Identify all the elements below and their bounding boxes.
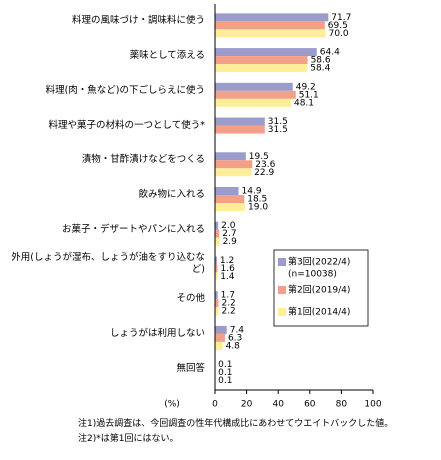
bar (215, 152, 246, 161)
bar (215, 64, 308, 73)
value-label: 0.1 (218, 360, 232, 370)
value-label: 2.2 (221, 299, 235, 309)
category-label: 無回答 (176, 362, 205, 374)
legend-swatch (278, 308, 286, 316)
category-label: 料理(肉・魚など)の下ごしらえに使う (45, 84, 205, 96)
bar (215, 221, 219, 230)
legend-swatch (278, 258, 286, 266)
legend-label: 第1回(2014/4) (288, 306, 350, 318)
value-label: 6.3 (228, 333, 242, 343)
bar (215, 256, 217, 265)
bar (215, 299, 219, 308)
bar (215, 264, 218, 273)
legend-box (273, 249, 369, 327)
value-label: 31.5 (268, 125, 288, 135)
bar (215, 272, 218, 281)
bar (215, 98, 291, 107)
bar (215, 168, 252, 177)
bar (215, 341, 223, 350)
category-label: 漬物・甘酢漬けなどをつくる (81, 154, 205, 166)
legend-label: 第2回(2019/4) (288, 284, 350, 296)
value-label: 1.7 (221, 291, 235, 301)
value-label: 0.1 (218, 376, 232, 386)
bar (215, 82, 293, 91)
category-label: お菓子・デザートやパンに入れる (62, 223, 205, 235)
bar (215, 229, 220, 238)
value-label: 2.9 (223, 237, 238, 247)
x-tick-label: 100 (364, 400, 381, 410)
value-label: 23.6 (255, 160, 275, 170)
category-label: 料理の風味づけ・調味料に使う (71, 15, 205, 27)
x-tick-label: 80 (336, 400, 348, 410)
bar (215, 13, 329, 22)
x-tick-label: 60 (304, 400, 316, 410)
bar (215, 29, 326, 38)
category-label: 飲み物に入れる (138, 189, 205, 200)
x-axis-label: (%) (164, 400, 180, 410)
value-label: 49.2 (296, 82, 316, 92)
value-label: 0.1 (218, 368, 232, 378)
bar (215, 21, 325, 30)
value-label: 31.5 (268, 117, 288, 127)
value-label: 22.9 (254, 168, 274, 178)
value-label: 2.7 (222, 229, 236, 239)
value-label: 69.5 (328, 21, 348, 31)
value-label: 51.1 (299, 90, 319, 100)
category-label: 外用(しょうが湿布、しょうが油をすり込むなど) (11, 252, 205, 276)
value-label: 58.6 (311, 56, 331, 66)
value-label: 71.7 (331, 13, 351, 23)
bar (215, 325, 227, 334)
category-label: 料理や菓子の材料の一つとして使う* (48, 119, 205, 131)
bar (215, 203, 246, 211)
value-label: 1.4 (220, 272, 235, 282)
value-label: 18.5 (247, 195, 267, 205)
category-label: その他 (176, 293, 205, 305)
category-label: しょうがは利用しない (109, 327, 205, 339)
value-label: 2.2 (221, 307, 235, 317)
value-label: 1.6 (221, 264, 236, 274)
bar (215, 291, 218, 300)
value-label: 64.4 (320, 48, 340, 58)
legend-label: 第3回(2022/4) (288, 256, 350, 268)
legend-swatch (278, 286, 286, 294)
note: 注2)*は第1回にはない。 (78, 434, 179, 444)
note: 注1)過去調査は、今回調査の性年代構成比にあわせてウエイトバックした値。 (78, 419, 394, 429)
bar (215, 160, 253, 169)
value-label: 4.8 (226, 341, 241, 351)
bar (215, 307, 219, 316)
x-tick-label: 40 (272, 400, 284, 410)
bar (215, 117, 265, 126)
value-label: 2.0 (221, 221, 236, 231)
value-label: 14.9 (242, 187, 262, 197)
bar (215, 90, 296, 99)
x-tick-label: 0 (212, 400, 218, 410)
value-label: 70.0 (329, 29, 349, 39)
value-label: 1.2 (220, 256, 234, 266)
bar (215, 187, 239, 195)
bar (215, 333, 225, 342)
value-label: 7.4 (230, 325, 245, 335)
value-label: 19.5 (249, 152, 269, 162)
bar (215, 237, 220, 246)
legend-note: (n=10038) (288, 270, 337, 280)
value-label: 48.1 (294, 98, 314, 108)
bar (215, 56, 308, 65)
value-label: 19.0 (248, 203, 268, 213)
category-label: 薬味として添える (129, 50, 205, 62)
bar (215, 48, 317, 57)
value-label: 58.4 (310, 64, 330, 74)
bar (215, 195, 245, 203)
bar (215, 125, 265, 134)
x-tick-label: 20 (241, 400, 253, 410)
